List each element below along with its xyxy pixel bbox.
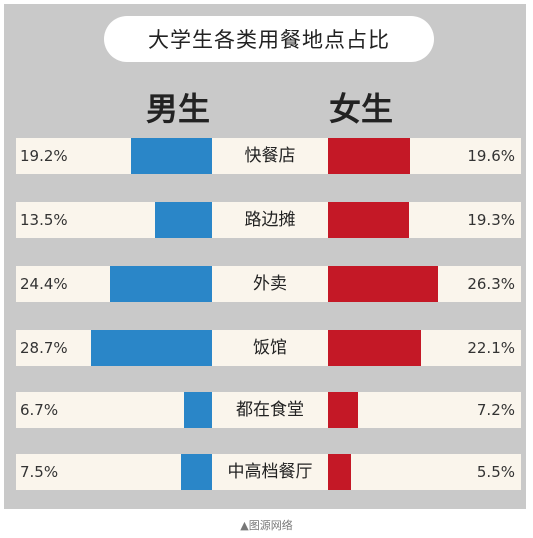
female-bar xyxy=(328,392,359,428)
female-bar xyxy=(328,138,411,174)
female-bar xyxy=(328,454,352,490)
chart-row: 13.5% 路边摊 19.3% xyxy=(16,202,521,238)
female-bar xyxy=(328,330,421,366)
female-bar xyxy=(328,266,439,302)
female-value-label: 19.3% xyxy=(467,211,515,229)
female-value-label: 5.5% xyxy=(476,463,515,481)
male-value-label: 6.7% xyxy=(20,401,59,419)
male-bar xyxy=(91,330,212,366)
male-bar xyxy=(155,202,212,238)
chart-title: 大学生各类用餐地点占比 xyxy=(104,16,434,62)
category-label: 快餐店 xyxy=(244,146,296,166)
chart-row: 24.4% 外卖 26.3% xyxy=(16,266,521,302)
female-series-header: 女生 xyxy=(329,90,394,128)
chart-panel: 大学生各类用餐地点占比 男生 女生 19.2% 快餐店 19.6% 13.5% 路边摊 1… xyxy=(4,4,526,509)
male-bar xyxy=(180,454,212,490)
category-label: 中高档餐厅 xyxy=(227,462,313,482)
chart-row: 7.5% 中高档餐厅 5.5% xyxy=(16,454,521,490)
male-value-label: 13.5% xyxy=(20,211,68,229)
category-label: 都在食堂 xyxy=(236,400,304,420)
male-series-header: 男生 xyxy=(146,90,211,128)
male-value-label: 24.4% xyxy=(20,275,68,293)
chart-row: 19.2% 快餐店 19.6% xyxy=(16,138,521,174)
female-value-label: 19.6% xyxy=(467,147,515,165)
female-value-label: 22.1% xyxy=(467,339,515,357)
image-source-caption: ▲图源网络 xyxy=(240,519,293,532)
male-value-label: 7.5% xyxy=(20,463,59,481)
male-bar xyxy=(109,266,212,302)
category-label: 路边摊 xyxy=(244,210,296,230)
male-value-label: 28.7% xyxy=(20,339,68,357)
female-value-label: 7.2% xyxy=(476,401,515,419)
male-bar xyxy=(183,392,212,428)
category-label: 外卖 xyxy=(253,274,287,294)
male-bar xyxy=(131,138,212,174)
category-label: 饭馆 xyxy=(253,338,287,358)
female-value-label: 26.3% xyxy=(467,275,515,293)
female-bar xyxy=(328,202,410,238)
male-value-label: 19.2% xyxy=(20,147,68,165)
chart-row: 28.7% 饭馆 22.1% xyxy=(16,330,521,366)
chart-row: 6.7% 都在食堂 7.2% xyxy=(16,392,521,428)
